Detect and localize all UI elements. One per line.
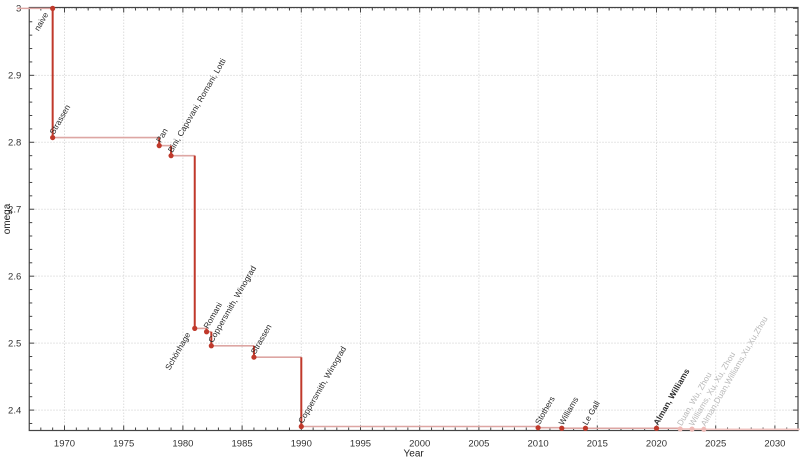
svg-text:2010: 2010 [528, 439, 549, 450]
svg-text:2015: 2015 [587, 439, 608, 450]
svg-text:2025: 2025 [705, 439, 726, 450]
svg-text:2.9: 2.9 [8, 71, 21, 82]
svg-text:1995: 1995 [350, 439, 371, 450]
svg-text:1990: 1990 [291, 439, 312, 450]
svg-text:1980: 1980 [172, 439, 193, 450]
svg-text:omega: omega [2, 203, 13, 234]
svg-text:2030: 2030 [764, 439, 785, 450]
svg-text:1975: 1975 [113, 439, 134, 450]
svg-text:2.6: 2.6 [8, 271, 21, 282]
svg-text:2.4: 2.4 [8, 405, 21, 416]
svg-text:2005: 2005 [468, 439, 489, 450]
svg-text:2.8: 2.8 [8, 137, 21, 148]
svg-text:Year: Year [404, 449, 425, 460]
svg-text:1985: 1985 [232, 439, 253, 450]
svg-text:1970: 1970 [54, 439, 75, 450]
svg-text:2.5: 2.5 [8, 338, 21, 349]
svg-text:2020: 2020 [646, 439, 667, 450]
